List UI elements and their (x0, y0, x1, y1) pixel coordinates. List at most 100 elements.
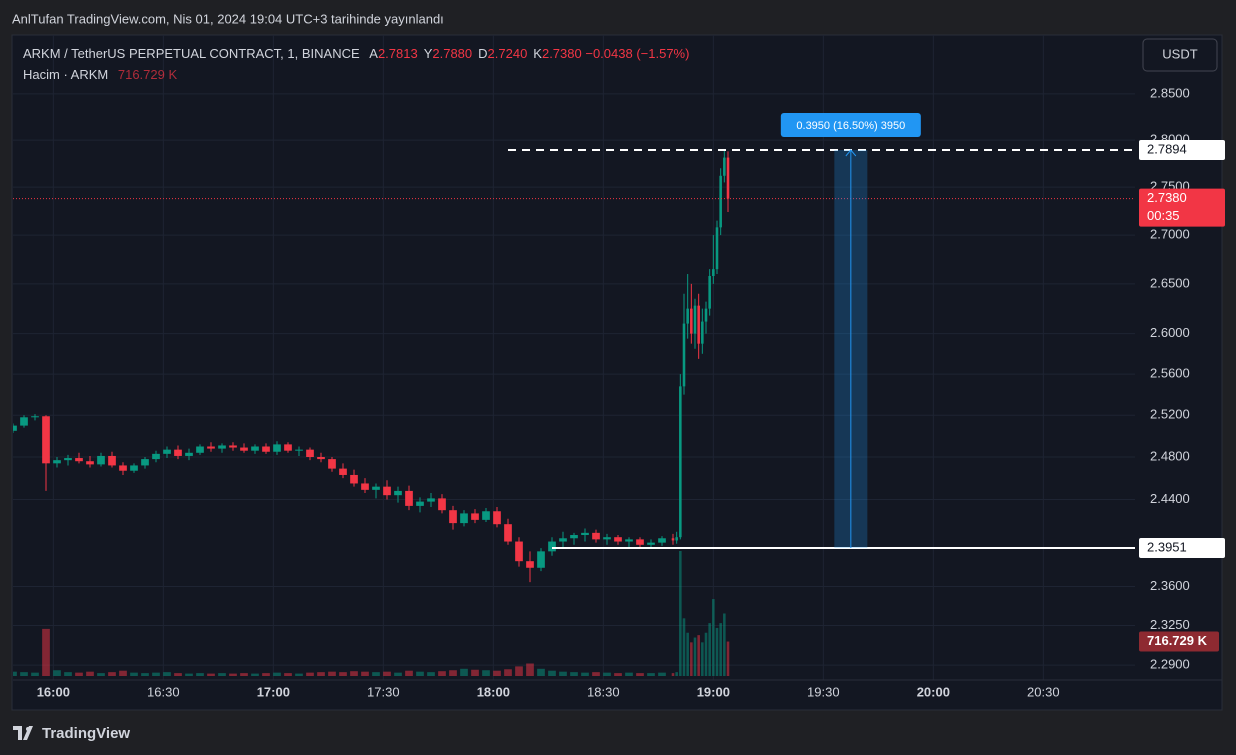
ohlc-key: A (369, 46, 378, 61)
volume-bar (449, 670, 457, 676)
candle-body (163, 449, 171, 454)
y-tick-label: 2.5200 (1150, 407, 1190, 422)
candle-body (701, 321, 704, 344)
volume-name: Hacim · ARKM (23, 67, 109, 82)
candle-body (20, 417, 28, 426)
candle-body (383, 486, 391, 496)
x-tick-label: 20:00 (917, 684, 950, 699)
candle-body (704, 308, 708, 322)
last-price-label-box (1139, 188, 1225, 227)
volume-bar (504, 669, 512, 676)
candle-body (328, 459, 336, 469)
volume-bar (526, 663, 534, 676)
volume-legend: Hacim · ARKM 716.729 K (23, 67, 177, 82)
candle-body (708, 276, 711, 309)
candle-body (625, 539, 633, 542)
volume-bar (592, 672, 600, 676)
volume-bar (383, 671, 391, 676)
candle-body (394, 490, 402, 496)
volume-bar (438, 671, 446, 676)
volume-bar (119, 670, 127, 676)
ohlc: A2.7813 Y2.7880 D2.7240 K2.7380 (363, 46, 581, 61)
x-tick-label: 17:00 (257, 684, 290, 699)
ohlc-value: 2.7813 (377, 46, 418, 61)
volume-bar (614, 673, 622, 676)
x-tick-label: 16:30 (147, 684, 180, 699)
volume-bar (460, 668, 468, 676)
volume-bar (697, 635, 700, 676)
volume-bar (394, 672, 402, 676)
volume-bar (218, 673, 226, 676)
candle-body (723, 157, 726, 176)
candle-body (471, 513, 479, 520)
candle-body (697, 305, 700, 344)
volume-bar (13, 671, 17, 676)
candle-body (460, 513, 468, 524)
volume-bar (262, 673, 270, 676)
volume-bar (686, 632, 689, 676)
y-tick-label: 2.6000 (1150, 325, 1190, 340)
candle-body (141, 459, 149, 466)
volume-bar (317, 672, 325, 676)
candle-body (592, 532, 600, 540)
volume-bar (240, 673, 248, 676)
candle-body (218, 445, 226, 449)
candle-body (526, 561, 534, 568)
volume-bar (141, 673, 149, 676)
volume-bar (328, 671, 336, 676)
volume-bar (675, 672, 678, 676)
volume-bar (548, 670, 556, 676)
candle-body (449, 510, 457, 524)
change: −0.0438 (−1.57%) (585, 46, 690, 61)
volume-bar (603, 672, 611, 676)
candle-body (361, 483, 369, 490)
volume-bar (671, 673, 675, 676)
volume-bar (471, 669, 479, 676)
currency-label[interactable]: USDT (1162, 46, 1197, 61)
candle-body (715, 227, 719, 270)
candle-body (504, 524, 512, 542)
volume-bar (31, 672, 39, 676)
ohlc-value: 2.7380 (541, 46, 582, 61)
volume-bar (719, 623, 722, 676)
chart-pane (11, 34, 1223, 711)
x-tick-label: 18:00 (477, 684, 510, 699)
volume-bar (416, 671, 424, 676)
volume-bar (196, 673, 204, 676)
candle-body (75, 458, 83, 462)
volume-bar (130, 672, 138, 676)
volume-bar (295, 673, 303, 676)
y-tick-label: 2.3250 (1150, 617, 1190, 632)
header-title: AnlTufan TradingView.com, Nis 01, 2024 1… (12, 11, 444, 26)
volume-bar (86, 671, 94, 676)
candle-body (671, 538, 675, 541)
candle-body (262, 446, 270, 452)
currency-button[interactable] (1142, 38, 1218, 72)
candle-body (482, 511, 490, 520)
candle-body (13, 425, 17, 431)
measure-label: 0.3950 (16.50%) 3950 (796, 120, 905, 132)
candle-body (686, 308, 689, 324)
volume-bar (493, 670, 501, 676)
candle-body (603, 537, 611, 540)
countdown: 00:35 (1147, 208, 1180, 223)
candle-body (306, 449, 314, 458)
candle-body (493, 511, 501, 525)
volume-bar (207, 673, 215, 676)
candle-body (339, 468, 347, 475)
candle-body (31, 416, 39, 418)
legend-row: ARKM / TetherUS PERPETUAL CONTRACT, 1, B… (23, 46, 689, 61)
candle-body (53, 460, 61, 464)
candle-body (438, 498, 446, 511)
candle-body (537, 551, 545, 568)
volume-bar (97, 673, 105, 676)
candle-body (196, 446, 204, 453)
volume-bar (682, 618, 686, 676)
y-tick-label: 2.2900 (1150, 657, 1190, 672)
candle-body (372, 486, 380, 490)
volume-value: 716.729 K (117, 67, 178, 82)
candle-body (719, 175, 722, 228)
plot (13, 35, 1135, 680)
y-tick-label: 2.5600 (1150, 366, 1190, 381)
